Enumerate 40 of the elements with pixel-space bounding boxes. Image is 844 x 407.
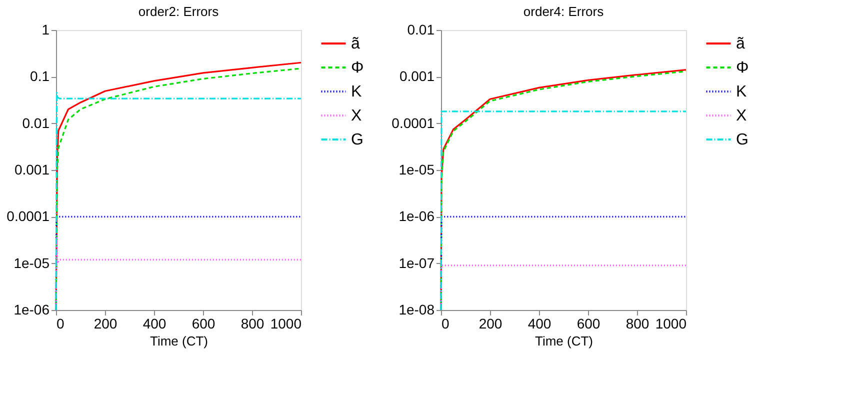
y-tick-label: 0.1 bbox=[30, 68, 50, 84]
legend-label: Φ bbox=[736, 60, 749, 76]
y-tick-label: 0.001 bbox=[14, 162, 50, 178]
y-tick-label: 1e-05 bbox=[398, 162, 435, 178]
x-axis-title: Time (CT) bbox=[150, 334, 208, 348]
y-tick-label: 1e-06 bbox=[398, 208, 435, 224]
x-tick-label: 800 bbox=[626, 316, 650, 332]
y-tick-label: 1e-08 bbox=[398, 302, 435, 318]
x-tick-label: 800 bbox=[240, 316, 264, 332]
x-tick-label: 600 bbox=[192, 316, 216, 332]
y-tick-label: 0.001 bbox=[399, 68, 435, 84]
chart-title: order4: Errors bbox=[523, 4, 604, 19]
chart-title: order2: Errors bbox=[138, 4, 220, 19]
x-tick-label: 1000 bbox=[270, 316, 302, 332]
legend-label: K bbox=[351, 84, 362, 100]
y-tick-label: 0.01 bbox=[22, 114, 50, 131]
x-tick-label: 0 bbox=[56, 316, 64, 332]
x-tick-label: 400 bbox=[528, 316, 552, 332]
legend-label: ã bbox=[351, 36, 360, 52]
legend-label: Φ bbox=[351, 60, 364, 76]
legend-label: X bbox=[736, 108, 747, 124]
y-tick-label: 1e-07 bbox=[398, 254, 435, 271]
x-tick-label: 0 bbox=[442, 316, 450, 332]
x-axis-title: Time (CT) bbox=[534, 334, 594, 348]
legend-label: G bbox=[351, 132, 364, 148]
y-tick-label: 0.0001 bbox=[392, 114, 435, 131]
y-tick-label: 1e-06 bbox=[14, 302, 50, 318]
y-tick-label: 1e-05 bbox=[14, 254, 50, 271]
legend-label: K bbox=[736, 84, 747, 100]
y-tick-label: 0.0001 bbox=[6, 208, 50, 224]
y-tick-label: 0.01 bbox=[407, 22, 435, 38]
x-tick-label: 1000 bbox=[655, 316, 687, 332]
x-tick-label: 200 bbox=[94, 316, 118, 332]
y-tick-label: 1 bbox=[42, 22, 50, 38]
x-tick-label: 400 bbox=[142, 316, 166, 332]
x-tick-label: 600 bbox=[576, 316, 600, 332]
x-tick-label: 200 bbox=[478, 316, 502, 332]
legend-label: G bbox=[736, 132, 748, 148]
legend-label: ã bbox=[736, 36, 745, 52]
legend-label: X bbox=[351, 108, 362, 124]
